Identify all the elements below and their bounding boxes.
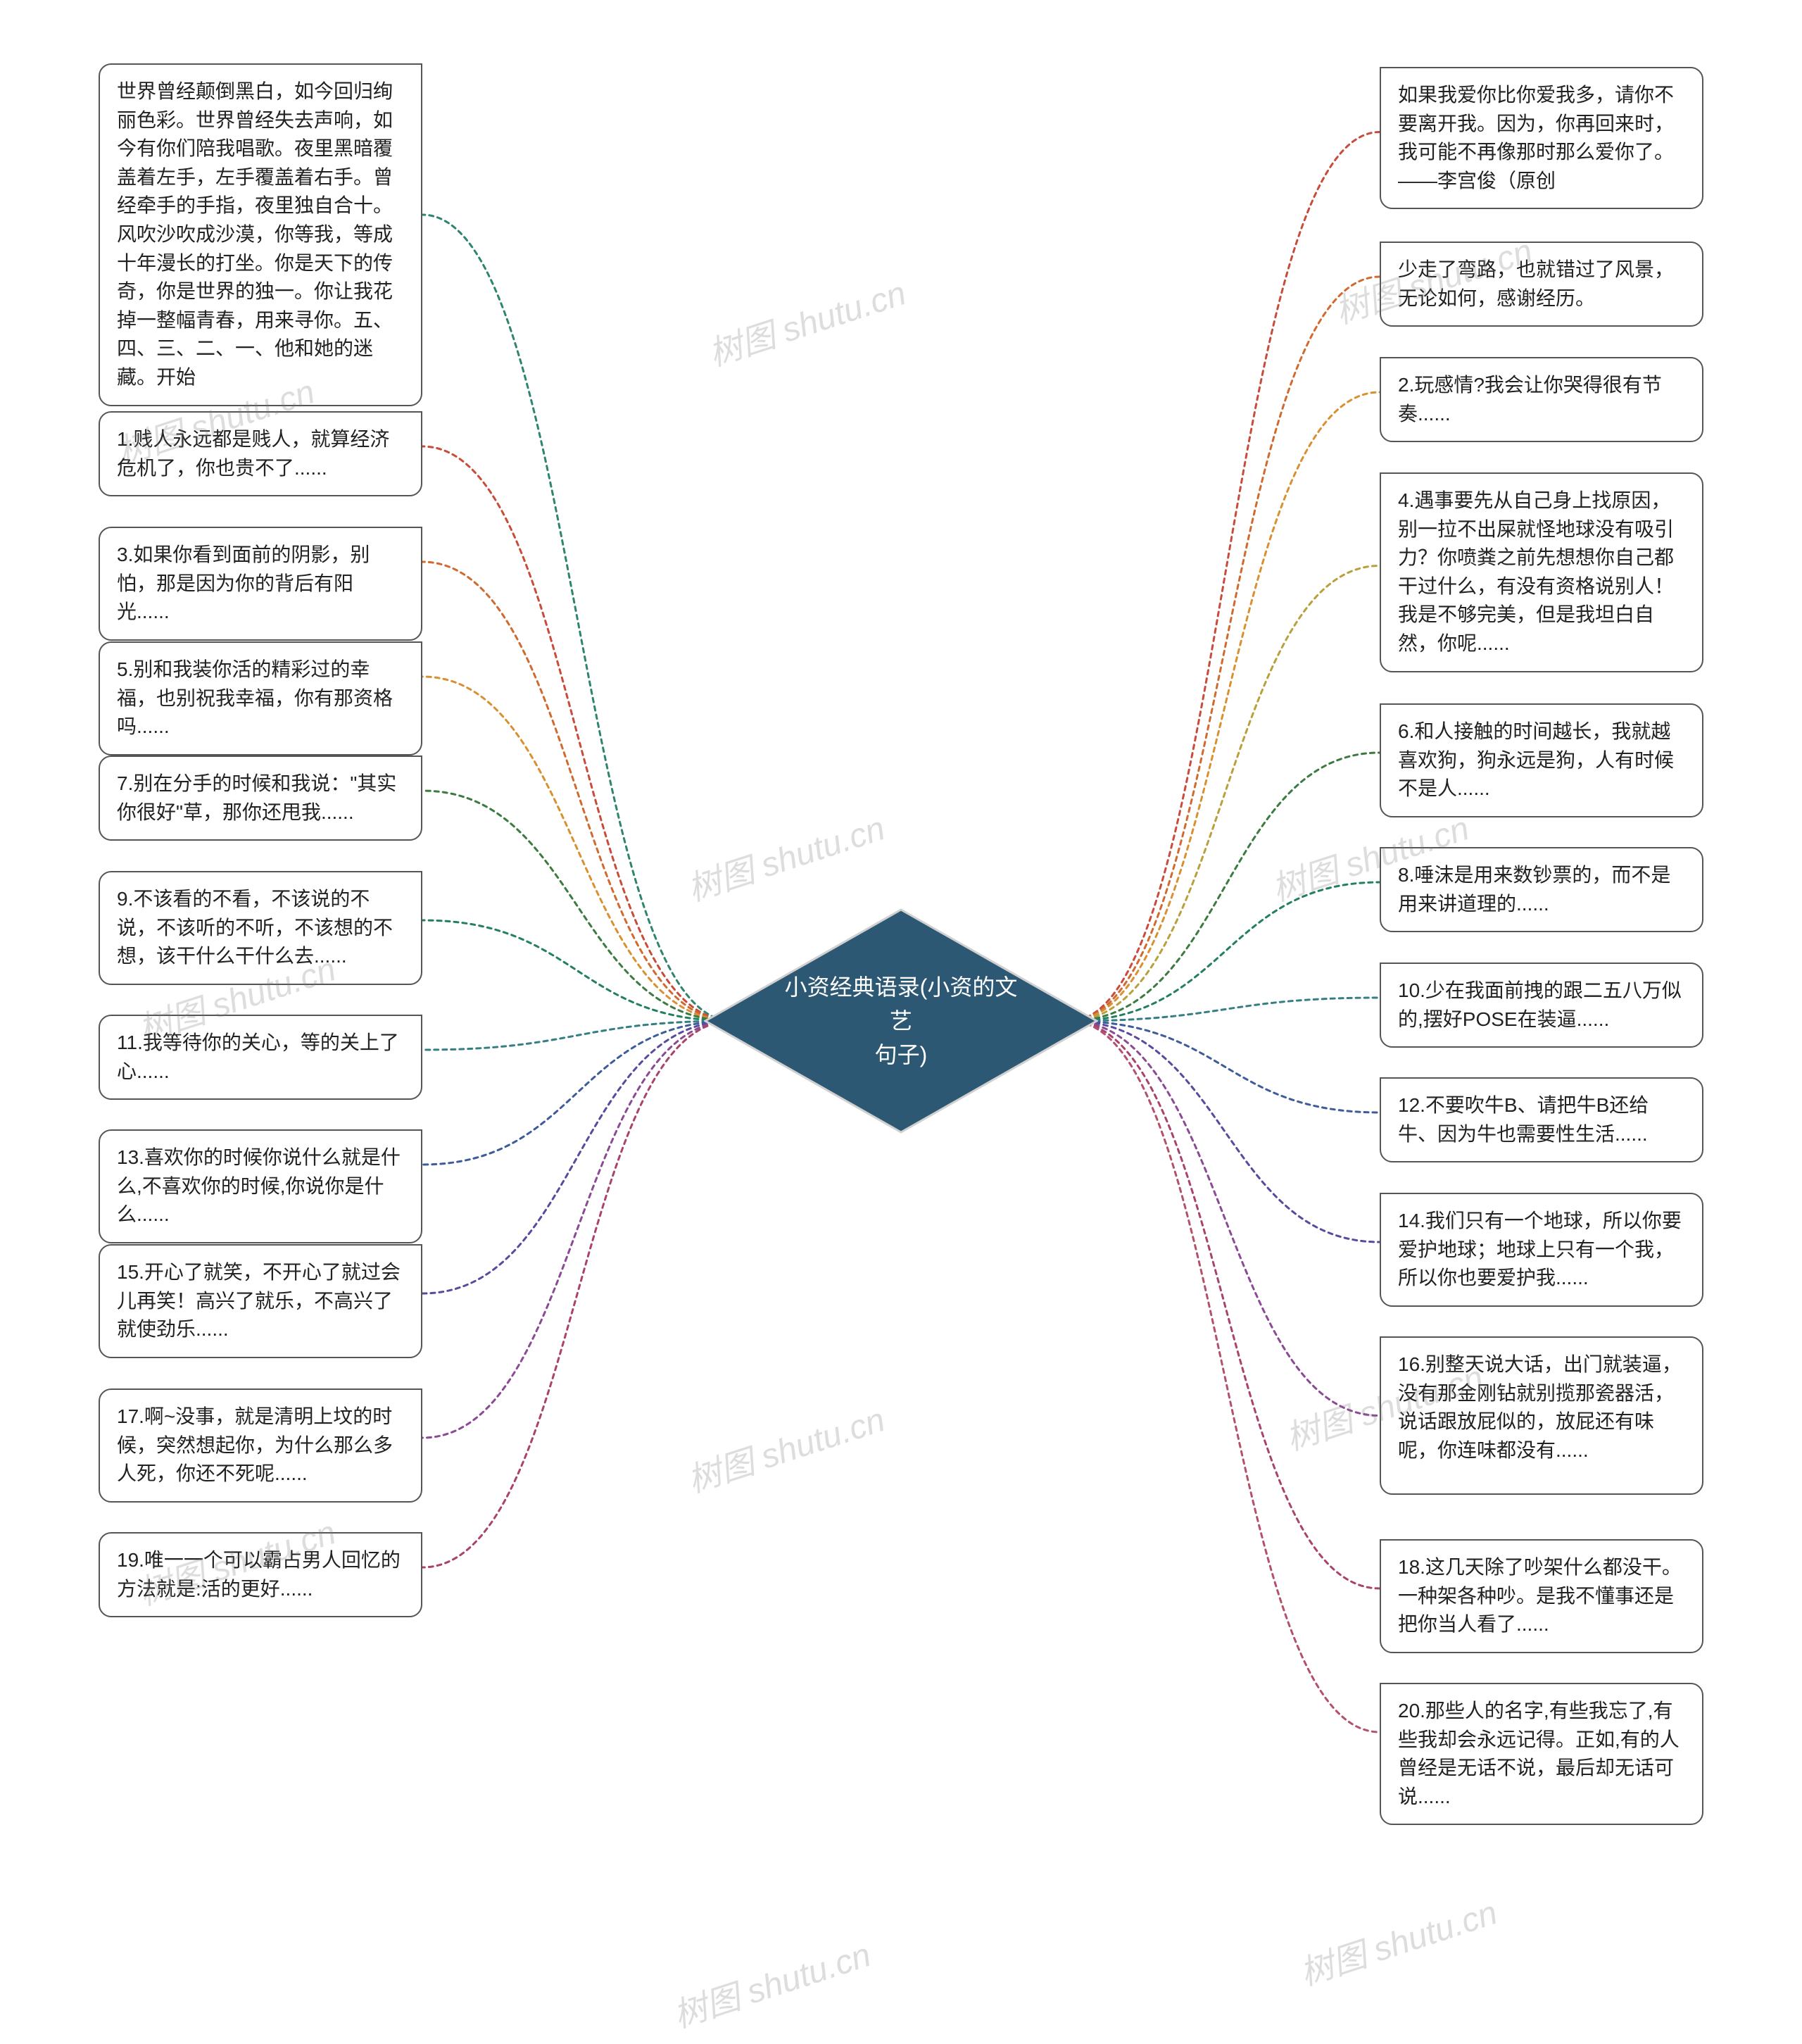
center-title-line2: 句子)	[875, 1042, 928, 1067]
center-title-line1: 小资经典语录(小资的文艺	[785, 974, 1018, 1034]
left-node: 3.如果你看到面前的阴影，别怕，那是因为你的背后有阳光......	[99, 527, 422, 641]
watermark-text: 树图 shutu.cn	[680, 801, 890, 910]
left-node: 17.啊~没事，就是清明上坟的时候，突然想起你，为什么那么多人死，你还不死呢..…	[99, 1388, 422, 1503]
watermark-text: 树图 shutu.cn	[680, 1392, 890, 1502]
watermark-text: 树图 shutu.cn	[666, 1927, 876, 2037]
center-title: 小资经典语录(小资的文艺 句子)	[704, 908, 1098, 1134]
left-node: 5.别和我装你活的精彩过的幸福，也别祝我幸福，你有那资格吗......	[99, 641, 422, 755]
left-node: 7.别在分手的时候和我说："其实你很好"草，那你还甩我......	[99, 755, 422, 841]
watermark-text: 树图 shutu.cn	[701, 265, 911, 375]
left-node: 世界曾经颠倒黑白，如今回归绚丽色彩。世界曾经失去声响，如今有你们陪我唱歌。夜里黑…	[99, 63, 422, 406]
left-node: 15.开心了就笑，不开心了就过会儿再笑！高兴了就乐，不高兴了就使劲乐......	[99, 1244, 422, 1358]
right-node: 8.唾沫是用来数钞票的，而不是用来讲道理的......	[1380, 847, 1703, 932]
watermark-text: 树图 shutu.cn	[1292, 1885, 1502, 1995]
left-node: 1.贱人永远都是贱人，就算经济危机了，你也贵不了......	[99, 411, 422, 496]
right-node: 4.遇事要先从自己身上找原因，别一拉不出屎就怪地球没有吸引力？你喷粪之前先想想你…	[1380, 472, 1703, 672]
right-node: 10.少在我面前拽的跟二五八万似的,摆好POSE在装逼......	[1380, 963, 1703, 1048]
right-node: 2.玩感情?我会让你哭得很有节奏......	[1380, 357, 1703, 442]
right-node: 16.别整天说大话，出门就装逼，没有那金刚钻就别揽那瓷器活，说话跟放屁似的，放屁…	[1380, 1336, 1703, 1495]
right-node: 如果我爱你比你爱我多，请你不要离开我。因为，你再回来时，我可能不再像那时那么爱你…	[1380, 67, 1703, 209]
left-node: 13.喜欢你的时候你说什么就是什么,不喜欢你的时候,你说你是什么......	[99, 1129, 422, 1243]
left-node: 19.唯一一个可以霸占男人回忆的方法就是:活的更好......	[99, 1532, 422, 1617]
right-node: 少走了弯路，也就错过了风景，无论如何，感谢经历。	[1380, 242, 1703, 327]
right-node: 18.这几天除了吵架什么都没干。一种架各种吵。是我不懂事还是把你当人看了....…	[1380, 1539, 1703, 1653]
right-node: 6.和人接触的时间越长，我就越喜欢狗，狗永远是狗，人有时候不是人......	[1380, 703, 1703, 817]
right-node: 20.那些人的名字,有些我忘了,有些我却会永远记得。正如,有的人曾经是无话不说，…	[1380, 1683, 1703, 1825]
right-node: 12.不要吹牛B、请把牛B还给牛、因为牛也需要性生活......	[1380, 1077, 1703, 1162]
right-node: 14.我们只有一个地球，所以你要爱护地球；地球上只有一个我，所以你也要爱护我..…	[1380, 1193, 1703, 1307]
left-node: 11.我等待你的关心，等的关上了心......	[99, 1015, 422, 1100]
center-node: 小资经典语录(小资的文艺 句子)	[704, 908, 1098, 1134]
left-node: 9.不该看的不看，不该说的不说，不该听的不听，不该想的不想，该干什么干什么去..…	[99, 871, 422, 985]
